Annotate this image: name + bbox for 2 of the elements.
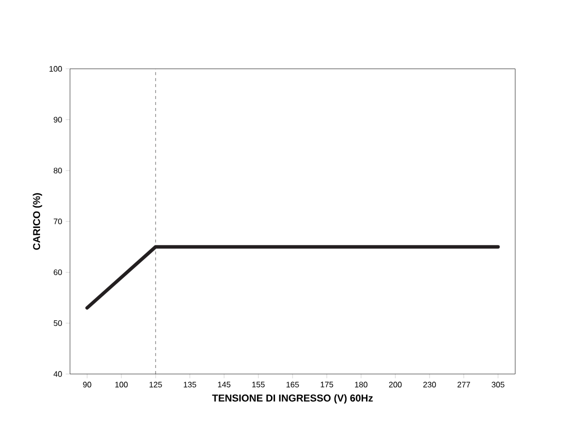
- y-axis-title: CARICO (%): [32, 193, 42, 250]
- x-axis-title: TENSIONE DI INGRESSO (V) 60Hz: [212, 394, 373, 404]
